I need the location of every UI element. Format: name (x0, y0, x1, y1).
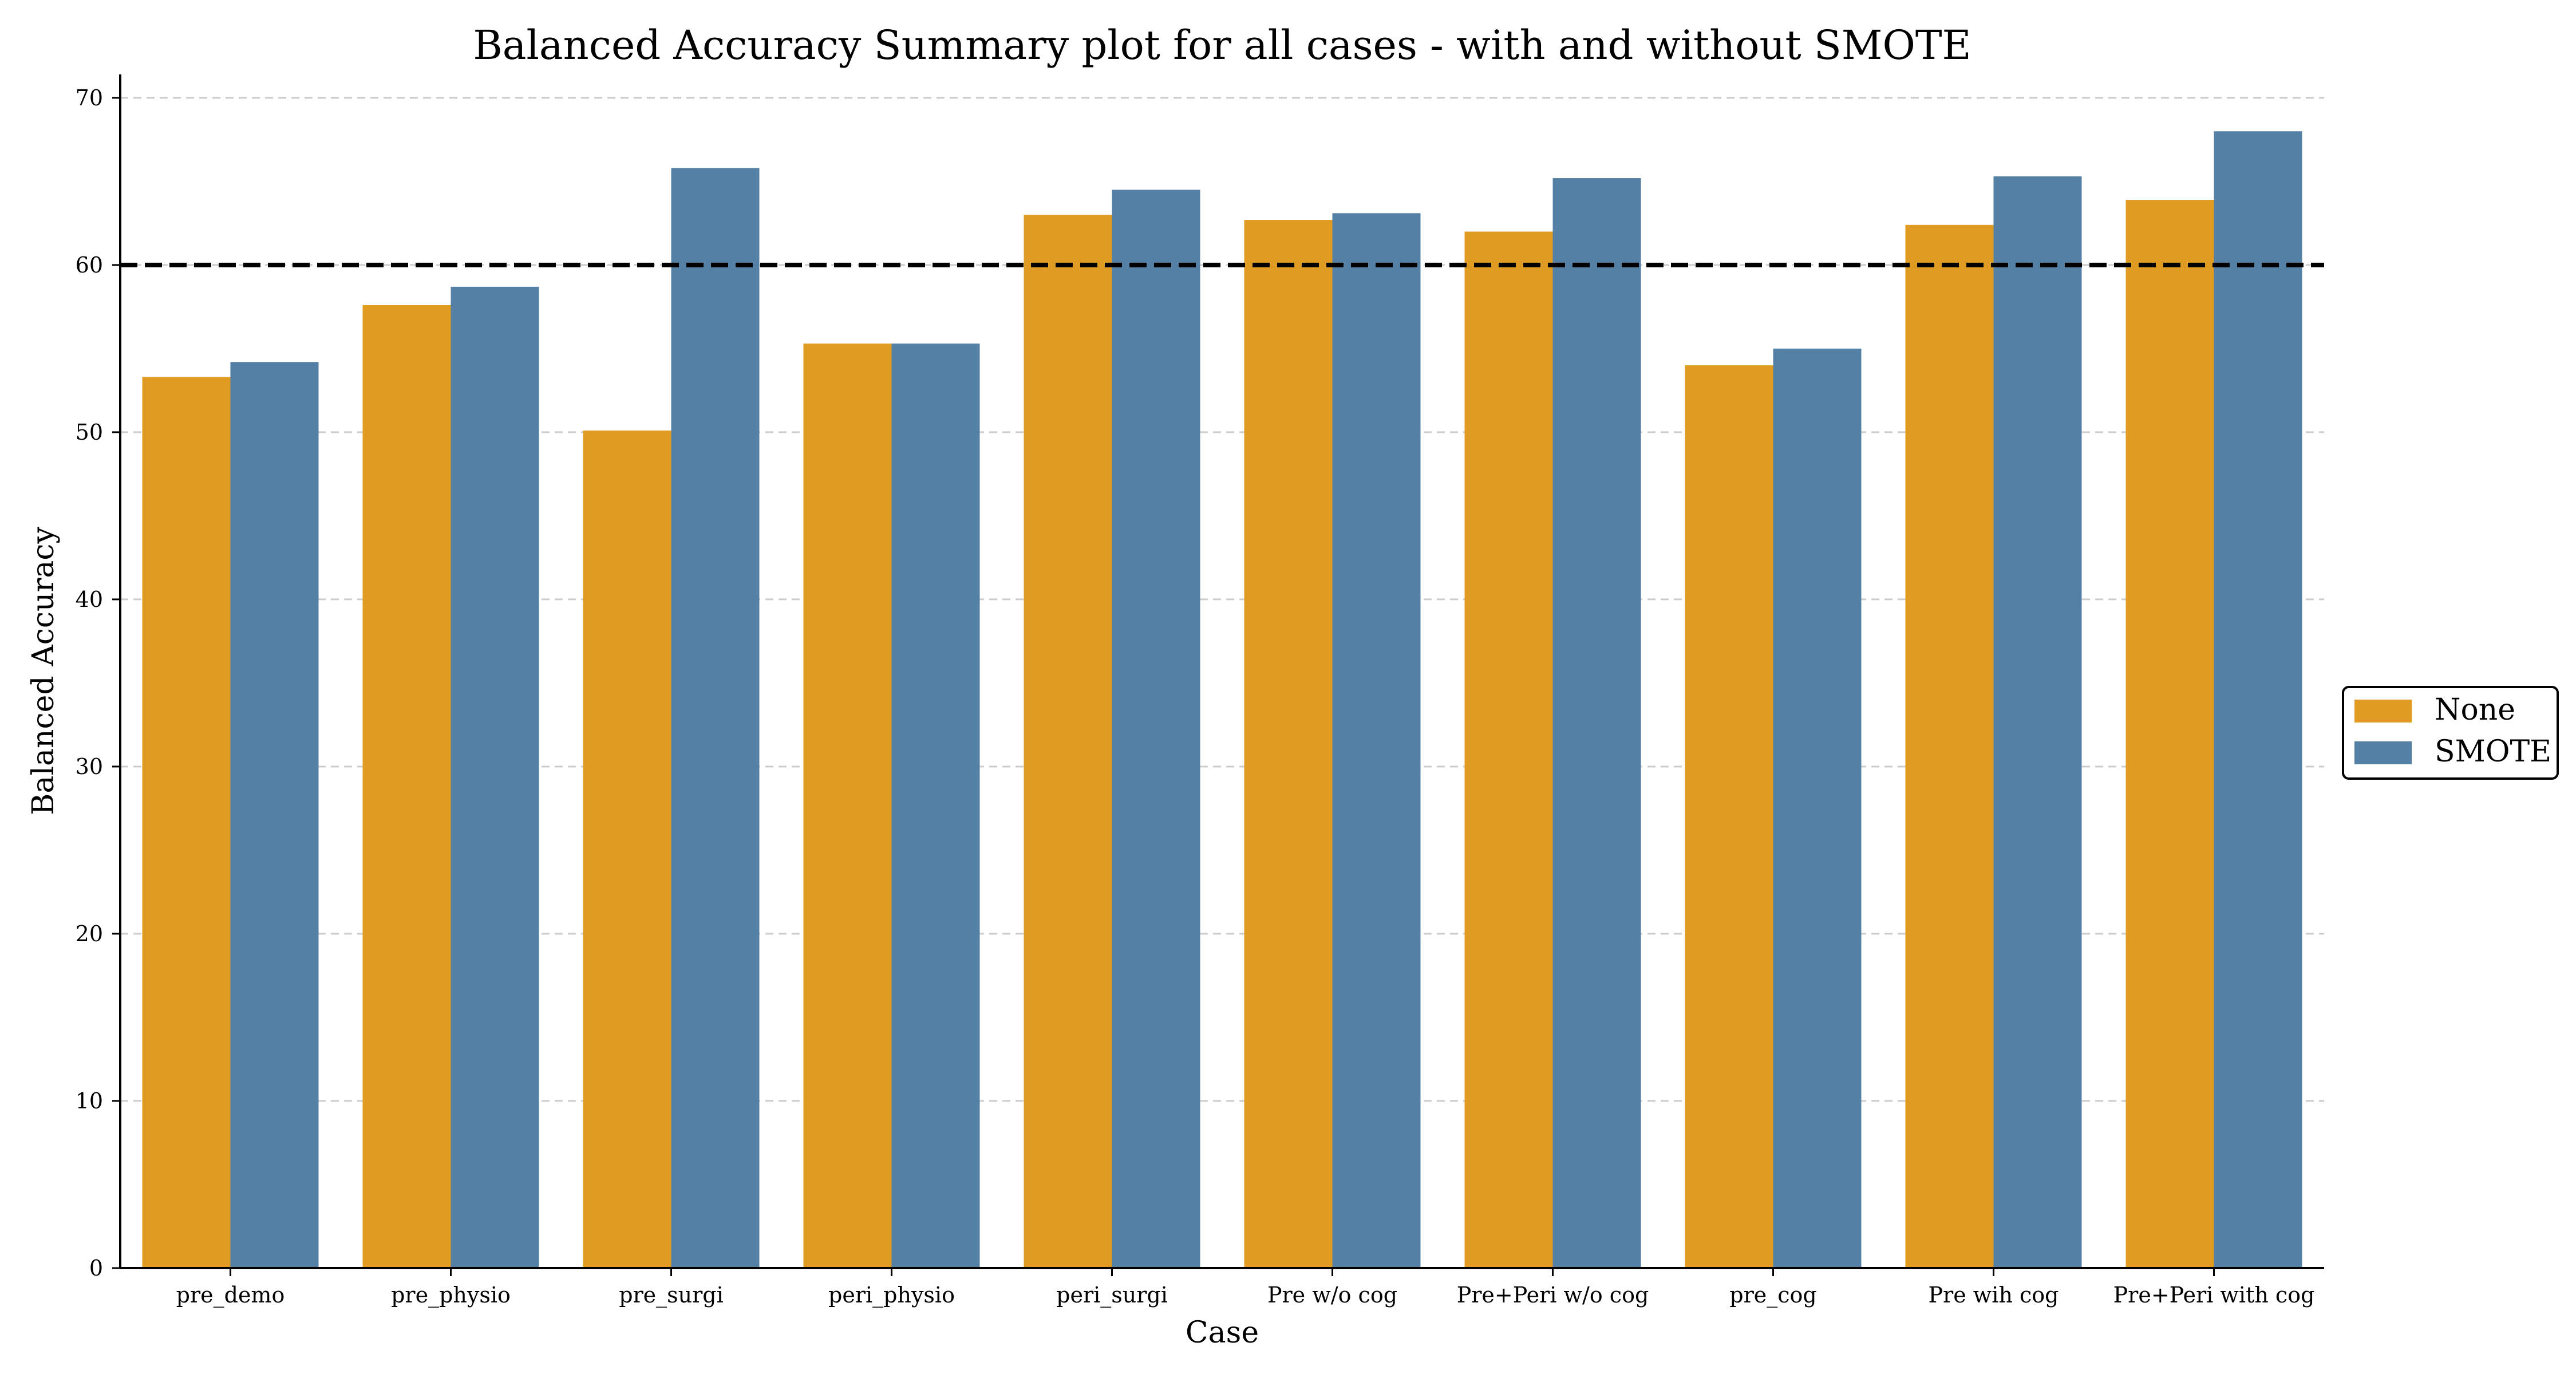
bar-none (1244, 220, 1333, 1268)
bar-none (142, 377, 231, 1268)
x-tick-label: pre_cog (1729, 1282, 1816, 1308)
y-ticks: 0 10 20 30 40 50 60 70 (76, 85, 120, 1281)
bar-smote (451, 286, 539, 1269)
bar-smote (1332, 213, 1421, 1268)
bar-smote (1993, 176, 2082, 1268)
legend-swatch-smote (2354, 741, 2412, 764)
x-tick-label: Pre+Peri with cog (2113, 1282, 2315, 1308)
x-tick-label: pre_surgi (619, 1282, 724, 1308)
bar-none (1685, 365, 1773, 1268)
x-axis-title: Case (1186, 1316, 1259, 1350)
chart-title: Balanced Accuracy Summary plot for all c… (473, 22, 1971, 69)
bar-none (362, 305, 451, 1269)
x-tick-label: pre_demo (176, 1282, 285, 1308)
x-tick-label: peri_physio (828, 1282, 955, 1308)
axes (119, 74, 2324, 1269)
legend-swatch-none (2354, 700, 2412, 722)
bar-smote (891, 344, 980, 1269)
bar-smote (1773, 348, 1862, 1268)
x-tick-label: Pre+Peri w/o cog (1457, 1282, 1649, 1308)
y-tick-label: 10 (76, 1088, 103, 1114)
bars (142, 131, 2302, 1269)
bar-none (1024, 215, 1112, 1268)
y-tick-label: 50 (76, 420, 103, 445)
bar-smote (1552, 178, 1641, 1268)
bar-smote (671, 168, 760, 1268)
y-tick-label: 30 (76, 754, 103, 779)
legend-label-smote: SMOTE (2435, 735, 2551, 769)
y-tick-label: 0 (89, 1255, 103, 1281)
x-ticks: pre_demo pre_physio pre_surgi peri_physio pe… (176, 1268, 2315, 1308)
y-tick-label: 40 (76, 587, 103, 612)
bar-smote (1112, 189, 1200, 1269)
y-tick-label: 20 (76, 921, 103, 946)
legend: None SMOTE (2342, 686, 2559, 780)
bar-smote (2214, 131, 2302, 1268)
bar-none (803, 344, 892, 1269)
bar-none (1464, 231, 1553, 1268)
bar-smote (230, 362, 319, 1268)
bar-none (2125, 200, 2214, 1269)
bar-none (1905, 224, 1994, 1268)
y-tick-label: 70 (76, 85, 103, 110)
x-tick-label: pre_physio (391, 1282, 511, 1308)
legend-label-none: None (2435, 693, 2515, 727)
x-tick-label: peri_surgi (1056, 1282, 1168, 1308)
y-axis-title: Balanced Accuracy (26, 527, 61, 815)
bar-none (583, 430, 671, 1268)
x-tick-label: Pre w/o cog (1267, 1282, 1397, 1308)
y-tick-label: 60 (76, 252, 103, 278)
x-tick-label: Pre wih cog (1928, 1282, 2059, 1308)
